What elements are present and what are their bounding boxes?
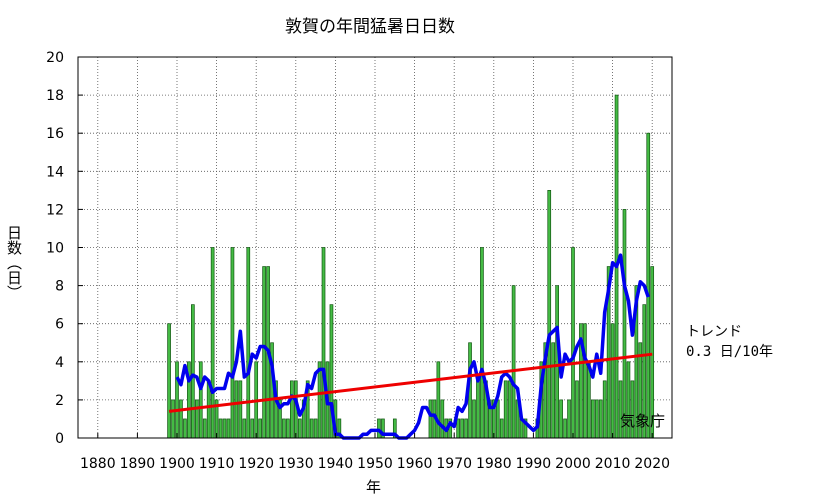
bar — [503, 380, 508, 439]
x-tick-label: 1950 — [357, 456, 393, 472]
x-tick-label: 2000 — [555, 456, 591, 472]
bar — [646, 132, 651, 439]
bar — [297, 418, 302, 439]
bar — [480, 247, 484, 439]
axes: 1880 1890 1900 1910 1920 1930 1940 1950 1960 1970… — [46, 50, 673, 472]
bar — [317, 361, 322, 439]
bar — [167, 323, 171, 439]
bar — [547, 190, 552, 439]
y-tick-label: 2 — [55, 393, 64, 409]
x-tick-label: 1910 — [199, 456, 235, 472]
x-tick-label: 1900 — [159, 456, 195, 472]
bar — [313, 418, 318, 439]
bar — [198, 361, 203, 439]
bar — [507, 380, 512, 439]
bar — [218, 418, 223, 439]
bar — [321, 247, 326, 439]
bar — [598, 399, 603, 439]
bar — [440, 399, 445, 439]
x-tick-label: 1970 — [436, 456, 472, 472]
x-tick-label: 1920 — [238, 456, 274, 472]
y-tick-label: 4 — [55, 355, 64, 371]
lines — [168, 253, 653, 440]
bar — [222, 418, 227, 439]
bars — [167, 94, 655, 439]
bar — [610, 323, 615, 439]
bar — [246, 247, 251, 439]
bar — [571, 247, 575, 439]
trend-value: 0.3 日/10年 — [686, 344, 774, 360]
y-tick-label: 18 — [46, 88, 64, 104]
y-tick-label: 16 — [46, 126, 64, 142]
bar — [250, 418, 255, 439]
x-tick-label: 1960 — [397, 456, 433, 472]
x-tick-label: 1930 — [278, 456, 314, 472]
bar — [175, 361, 179, 439]
bar — [286, 418, 290, 439]
bar — [563, 418, 567, 439]
bar — [206, 380, 211, 439]
x-axis-label: 年 — [366, 478, 382, 496]
trend-label: トレンド — [686, 324, 742, 340]
bar — [464, 418, 468, 439]
bar — [258, 418, 262, 439]
bar — [456, 418, 460, 439]
x-tick-label: 1890 — [120, 456, 156, 472]
x-tick-label: 1880 — [80, 456, 116, 472]
bar — [194, 399, 199, 439]
y-tick-label: 10 — [46, 241, 64, 257]
bar — [590, 399, 595, 439]
x-tick-label: 1940 — [318, 456, 354, 472]
bar — [622, 209, 627, 439]
y-tick-label: 12 — [46, 202, 64, 218]
bar — [511, 285, 516, 439]
bar — [262, 266, 266, 439]
bar — [476, 380, 480, 439]
bar — [282, 418, 286, 439]
bar — [230, 247, 235, 439]
moving-average-line — [175, 253, 650, 440]
trend-line — [168, 352, 653, 413]
bar — [559, 399, 563, 439]
bar — [179, 399, 183, 439]
bar — [428, 399, 433, 439]
bar — [499, 418, 504, 439]
bar — [460, 418, 464, 439]
bar — [495, 399, 500, 439]
y-tick-label: 20 — [46, 50, 64, 66]
x-tick-label: 1980 — [476, 456, 512, 472]
bar — [377, 418, 381, 439]
grid — [78, 56, 672, 439]
x-tick-label: 2020 — [634, 456, 670, 472]
bar — [290, 380, 294, 439]
bar — [309, 418, 314, 439]
bar — [210, 247, 215, 439]
bar — [234, 380, 239, 439]
y-tick-label: 0 — [55, 431, 64, 447]
bar — [575, 380, 579, 439]
bar — [594, 399, 599, 439]
bar — [436, 361, 441, 439]
bar — [183, 418, 187, 439]
bar — [202, 418, 207, 439]
bar — [171, 399, 175, 439]
chart-title: 敦賀の年間猛暑日日数 — [285, 17, 455, 37]
x-tick-label: 2010 — [595, 456, 631, 472]
bar — [226, 418, 231, 439]
y-axis-label: 日数（日） — [5, 225, 23, 300]
bar — [191, 304, 195, 439]
bar — [238, 380, 243, 439]
x-tick-label: 1990 — [516, 456, 552, 472]
bar — [602, 380, 607, 439]
bar — [551, 342, 556, 439]
bar — [567, 399, 571, 439]
y-tick-label: 6 — [55, 317, 64, 333]
credit-label: 気象庁 — [620, 412, 666, 430]
y-tick-label: 14 — [46, 164, 64, 180]
bar — [472, 399, 476, 439]
bar — [242, 418, 247, 439]
bar — [583, 323, 587, 439]
y-tick-label: 8 — [55, 279, 64, 295]
